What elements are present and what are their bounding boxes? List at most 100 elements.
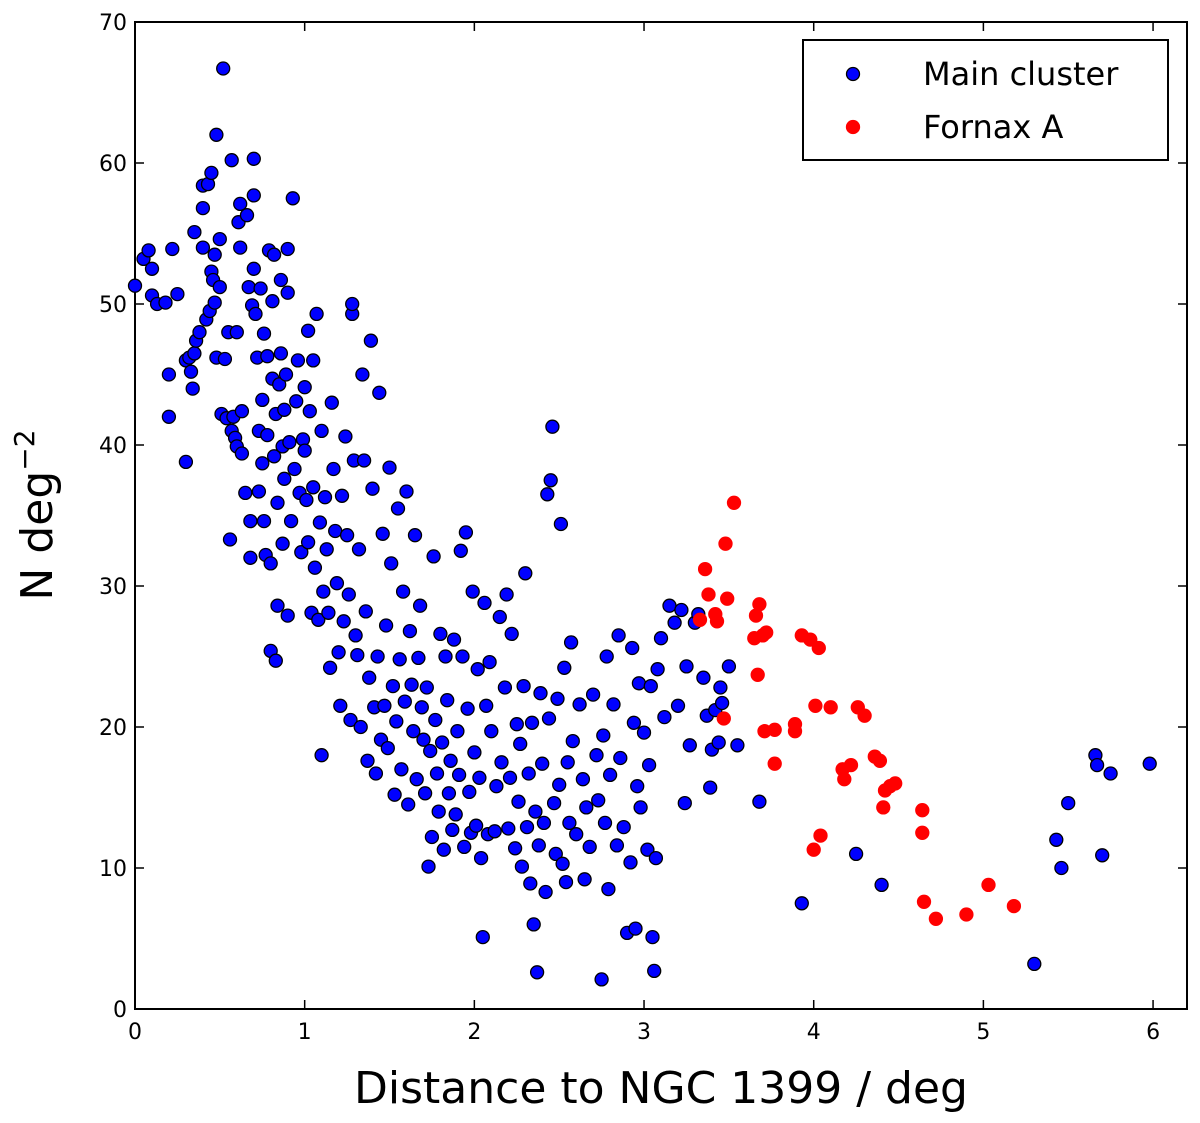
data-point xyxy=(438,649,453,664)
data-point xyxy=(526,917,541,932)
data-point xyxy=(285,191,300,206)
x-tick-label: 5 xyxy=(976,1020,990,1045)
data-point xyxy=(387,787,402,802)
data-point xyxy=(283,513,299,529)
data-point xyxy=(874,877,889,893)
data-point xyxy=(625,640,640,656)
data-point xyxy=(692,612,708,627)
data-point xyxy=(266,247,282,262)
data-point xyxy=(212,279,227,295)
data-point xyxy=(233,196,248,212)
data-point xyxy=(550,691,565,706)
data-point xyxy=(513,736,528,752)
data-point xyxy=(414,700,429,715)
data-point xyxy=(272,377,287,392)
data-point xyxy=(246,188,261,203)
data-point xyxy=(260,349,275,364)
data-point xyxy=(158,295,173,310)
data-point xyxy=(467,745,482,760)
data-point xyxy=(195,200,211,216)
data-point xyxy=(653,631,669,646)
data-point xyxy=(453,543,468,558)
data-point xyxy=(787,724,803,739)
data-point xyxy=(289,394,304,409)
data-point xyxy=(389,714,404,729)
data-point xyxy=(187,224,202,240)
data-point xyxy=(300,323,316,338)
legend-label-fornax-a: Fornax A xyxy=(923,108,1063,146)
data-point xyxy=(569,827,584,842)
y-tick-label: 20 xyxy=(99,716,127,741)
data-point xyxy=(390,501,406,516)
data-point xyxy=(270,495,285,510)
data-point xyxy=(915,825,930,840)
data-point xyxy=(436,842,451,857)
data-point xyxy=(541,711,557,726)
data-point xyxy=(876,800,891,815)
data-point xyxy=(233,240,248,255)
data-point xyxy=(916,894,932,909)
data-point xyxy=(928,911,944,926)
data-point xyxy=(212,231,227,247)
data-point xyxy=(475,929,490,945)
legend-marker-main-cluster xyxy=(845,66,861,82)
data-point xyxy=(445,822,460,838)
data-point xyxy=(255,392,270,408)
data-point xyxy=(538,884,553,900)
data-point xyxy=(316,584,331,599)
series-fornax-a xyxy=(692,495,1022,926)
data-point xyxy=(591,793,606,808)
data-point xyxy=(981,877,996,893)
data-point xyxy=(406,724,421,739)
data-point xyxy=(317,490,333,505)
data-point xyxy=(329,576,345,591)
data-point xyxy=(356,453,372,468)
data-point xyxy=(473,850,489,866)
data-point xyxy=(1095,848,1110,863)
data-point xyxy=(572,697,587,712)
data-point xyxy=(518,566,533,581)
data-point xyxy=(631,676,647,691)
data-point xyxy=(465,584,480,599)
data-point xyxy=(378,618,394,633)
data-point xyxy=(434,735,450,750)
data-point xyxy=(384,556,399,571)
data-point xyxy=(280,285,295,300)
data-point xyxy=(355,367,370,382)
data-point xyxy=(300,535,316,550)
data-point xyxy=(207,295,222,310)
data-point xyxy=(209,127,224,142)
data-point xyxy=(234,404,250,419)
data-point xyxy=(216,61,231,76)
x-tick-label: 2 xyxy=(467,1020,481,1045)
x-axis-label: Distance to NGC 1399 / deg xyxy=(354,1063,968,1114)
data-point xyxy=(350,647,365,663)
data-point xyxy=(341,587,356,602)
y-axis-label: N deg−2 xyxy=(8,429,63,600)
data-point xyxy=(306,480,321,495)
data-point xyxy=(726,495,742,510)
data-point xyxy=(195,240,211,255)
data-point xyxy=(679,659,694,674)
data-point xyxy=(623,855,638,870)
data-point xyxy=(1142,756,1157,771)
data-point xyxy=(843,757,859,773)
data-point xyxy=(448,807,463,822)
data-point xyxy=(302,404,317,419)
data-point xyxy=(270,598,285,613)
data-point xyxy=(331,645,346,660)
data-point xyxy=(319,542,334,557)
data-point xyxy=(811,640,826,656)
data-point xyxy=(640,842,655,857)
data-point xyxy=(451,767,467,783)
data-point xyxy=(696,670,711,685)
data-point xyxy=(674,602,689,618)
data-point xyxy=(290,353,306,368)
data-point xyxy=(516,678,531,694)
data-point xyxy=(616,819,631,835)
data-point xyxy=(440,693,455,708)
data-point xyxy=(589,748,604,763)
data-point xyxy=(645,929,660,945)
data-point xyxy=(701,587,716,602)
